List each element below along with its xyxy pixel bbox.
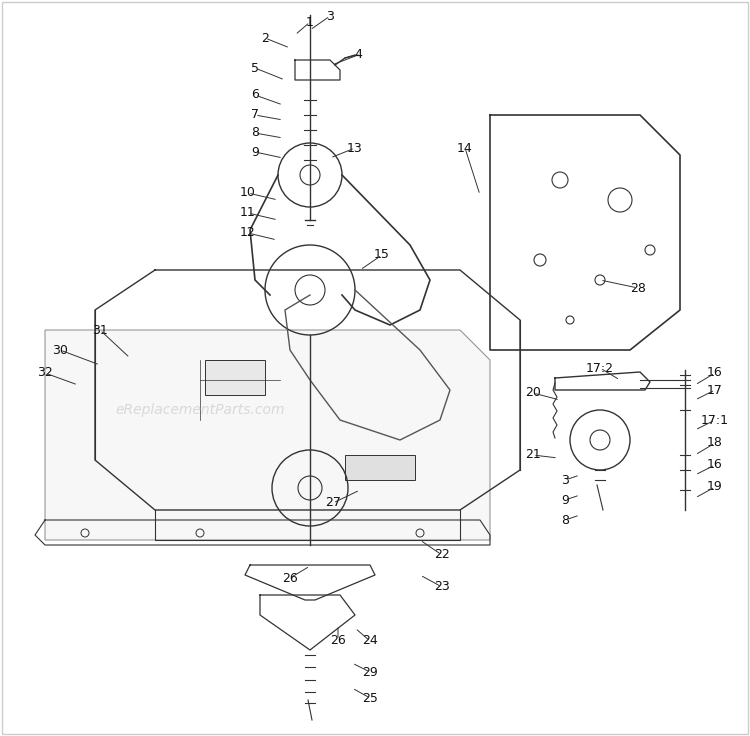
Text: 5: 5: [251, 62, 259, 74]
Text: 31: 31: [92, 324, 108, 336]
Text: 9: 9: [251, 146, 259, 158]
Text: 8: 8: [561, 514, 569, 526]
Text: 27: 27: [325, 497, 341, 509]
Bar: [345, 455, 415, 480]
Polygon shape: [45, 330, 490, 540]
Text: 29: 29: [362, 665, 378, 679]
Text: 30: 30: [52, 344, 68, 356]
Text: 18: 18: [707, 436, 723, 450]
Text: 13: 13: [347, 141, 363, 155]
Text: 22: 22: [434, 548, 450, 562]
Text: 14: 14: [457, 141, 472, 155]
Text: 4: 4: [354, 49, 362, 62]
Text: 17:2: 17:2: [586, 361, 614, 375]
Text: 6: 6: [251, 88, 259, 102]
Text: 10: 10: [240, 186, 256, 199]
Text: 25: 25: [362, 692, 378, 704]
Text: 9: 9: [561, 494, 569, 506]
Text: 16: 16: [707, 459, 723, 472]
Text: 17:1: 17:1: [701, 414, 729, 426]
Text: 23: 23: [434, 581, 450, 593]
Text: 15: 15: [374, 249, 390, 261]
Text: 8: 8: [251, 127, 259, 140]
Text: 24: 24: [362, 634, 378, 648]
Text: 7: 7: [251, 108, 259, 121]
Text: 3: 3: [561, 473, 569, 486]
Text: 1: 1: [306, 15, 314, 29]
Text: 21: 21: [525, 448, 541, 461]
Bar: [205, 360, 265, 395]
Text: 16: 16: [707, 367, 723, 380]
Text: 32: 32: [37, 367, 52, 380]
Text: 3: 3: [326, 10, 334, 23]
Text: 19: 19: [707, 481, 723, 494]
Text: 26: 26: [282, 571, 298, 584]
Text: eReplacementParts.com: eReplacementParts.com: [116, 403, 285, 417]
Text: 17: 17: [707, 383, 723, 397]
Text: 12: 12: [240, 227, 256, 239]
Text: 26: 26: [330, 634, 346, 646]
Text: 28: 28: [630, 281, 646, 294]
Text: 20: 20: [525, 386, 541, 400]
Text: 11: 11: [240, 207, 256, 219]
Text: 2: 2: [261, 32, 269, 44]
